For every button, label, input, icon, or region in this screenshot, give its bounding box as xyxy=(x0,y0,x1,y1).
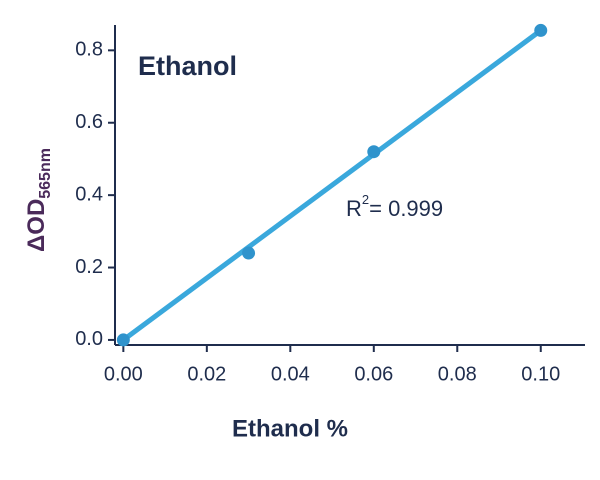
data-point xyxy=(242,246,256,260)
x-tick-label: 0.04 xyxy=(271,363,310,385)
annotation-prefix: R xyxy=(346,196,362,221)
x-tick-label: 0.00 xyxy=(104,363,143,385)
y-tick-label: 0.0 xyxy=(75,328,103,350)
x-tick-label: 0.10 xyxy=(521,363,560,385)
y-label-text: ΔOD xyxy=(23,199,50,252)
y-tick-label: 0.4 xyxy=(75,183,103,205)
fit-line xyxy=(121,28,543,342)
y-label-subscript: 565nm xyxy=(37,148,54,199)
x-tick-label: 0.02 xyxy=(187,363,226,385)
data-point xyxy=(534,23,548,37)
annotation-text: = 0.999 xyxy=(369,196,443,221)
data-point xyxy=(367,145,381,159)
y-tick-label: 0.6 xyxy=(75,111,103,133)
y-axis-label: ΔOD565nm xyxy=(23,148,54,252)
annotation: R2= 0.999 xyxy=(346,192,443,220)
x-tick-label: 0.08 xyxy=(438,363,477,385)
y-tick-label: 0.2 xyxy=(75,256,103,278)
data-point xyxy=(116,333,130,347)
x-axis-label: Ethanol % xyxy=(232,415,348,442)
x-tick-label: 0.06 xyxy=(354,363,393,385)
chart-title: Ethanol xyxy=(138,51,237,81)
y-tick-label: 0.8 xyxy=(75,39,103,61)
annotation-superscript: 2 xyxy=(362,192,369,207)
